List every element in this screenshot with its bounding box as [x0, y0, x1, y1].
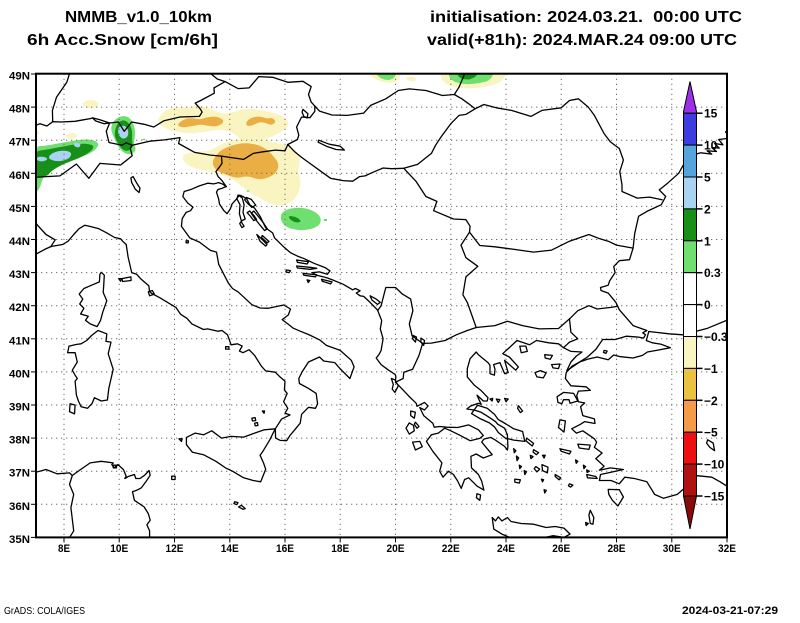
- svg-text:18E: 18E: [331, 543, 349, 555]
- svg-text:36N: 36N: [9, 501, 30, 513]
- svg-text:−0.3: −0.3: [704, 330, 728, 344]
- svg-text:32E: 32E: [718, 543, 736, 555]
- svg-text:38N: 38N: [9, 435, 30, 447]
- svg-text:44N: 44N: [9, 236, 30, 248]
- svg-text:1: 1: [704, 234, 711, 248]
- svg-text:−15: −15: [704, 490, 725, 504]
- svg-text:48N: 48N: [9, 104, 30, 116]
- svg-text:initialisation: 2024.03.21. 0: initialisation: 2024.03.21. 00:00 UTC: [430, 9, 743, 26]
- svg-text:35N: 35N: [9, 534, 30, 546]
- svg-text:10E: 10E: [110, 543, 128, 555]
- svg-text:−5: −5: [704, 426, 718, 440]
- svg-text:24E: 24E: [497, 543, 515, 555]
- svg-text:22E: 22E: [442, 543, 460, 555]
- svg-text:6h Acc.Snow [cm/6h]: 6h Acc.Snow [cm/6h]: [27, 32, 218, 49]
- svg-text:8E: 8E: [58, 543, 70, 555]
- svg-text:49N: 49N: [9, 71, 30, 83]
- svg-text:45N: 45N: [9, 203, 30, 215]
- svg-text:40N: 40N: [9, 368, 30, 380]
- svg-text:2: 2: [704, 202, 711, 216]
- svg-text:12E: 12E: [166, 543, 184, 555]
- svg-text:43N: 43N: [9, 269, 30, 281]
- svg-text:20E: 20E: [387, 543, 405, 555]
- svg-text:42N: 42N: [9, 302, 30, 314]
- svg-text:NMMB_v1.0_10km: NMMB_v1.0_10km: [65, 9, 212, 26]
- svg-text:14E: 14E: [221, 543, 239, 555]
- svg-text:28E: 28E: [608, 543, 626, 555]
- svg-text:0: 0: [704, 298, 711, 312]
- svg-text:46N: 46N: [9, 170, 30, 182]
- svg-text:16E: 16E: [276, 543, 294, 555]
- svg-text:−2: −2: [704, 394, 718, 408]
- svg-text:26E: 26E: [552, 543, 570, 555]
- svg-text:−1: −1: [704, 362, 718, 376]
- svg-text:47N: 47N: [9, 137, 30, 149]
- svg-text:2024-03-21-07:29: 2024-03-21-07:29: [682, 605, 778, 617]
- svg-text:−10: −10: [704, 458, 725, 472]
- svg-text:37N: 37N: [9, 468, 30, 480]
- svg-text:41N: 41N: [9, 335, 30, 347]
- svg-text:10: 10: [704, 139, 718, 153]
- svg-text:0.3: 0.3: [704, 266, 721, 280]
- svg-text:15: 15: [704, 107, 718, 121]
- svg-text:39N: 39N: [9, 402, 30, 414]
- svg-text:valid(+81h): 2024.MAR.24 09:00: valid(+81h): 2024.MAR.24 09:00 UTC: [427, 32, 738, 49]
- svg-text:5: 5: [704, 171, 711, 185]
- svg-text:30E: 30E: [663, 543, 681, 555]
- svg-text:GrADS: COLA/IGES: GrADS: COLA/IGES: [4, 606, 85, 617]
